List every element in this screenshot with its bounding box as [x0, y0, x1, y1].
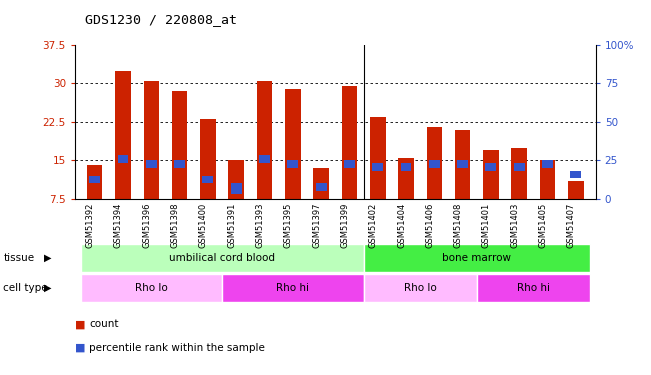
Bar: [230, 183, 242, 194]
Text: umbilical cord blood: umbilical cord blood: [169, 253, 275, 263]
Bar: [313, 168, 329, 199]
Text: GSM51400: GSM51400: [199, 202, 208, 248]
Bar: [316, 183, 327, 191]
Text: tissue: tissue: [3, 253, 35, 263]
Bar: [486, 163, 497, 171]
Text: GSM51399: GSM51399: [340, 202, 350, 248]
Text: percentile rank within the sample: percentile rank within the sample: [89, 343, 265, 353]
Bar: [512, 147, 527, 199]
Text: GSM51396: GSM51396: [143, 202, 151, 248]
Text: cell type: cell type: [3, 283, 48, 293]
Text: bone marrow: bone marrow: [442, 253, 511, 263]
Bar: [202, 176, 214, 183]
Bar: [426, 127, 442, 199]
Text: GDS1230 / 220808_at: GDS1230 / 220808_at: [85, 13, 236, 26]
Bar: [81, 274, 222, 302]
Bar: [287, 160, 298, 168]
Bar: [540, 160, 555, 199]
Text: GSM51391: GSM51391: [227, 202, 236, 248]
Text: Rho lo: Rho lo: [404, 283, 437, 293]
Bar: [342, 86, 357, 199]
Text: GSM51404: GSM51404: [397, 202, 406, 248]
Bar: [400, 163, 411, 171]
Bar: [370, 117, 385, 199]
Text: ■: ■: [75, 343, 85, 353]
Text: GSM51398: GSM51398: [171, 202, 180, 248]
Text: GSM51401: GSM51401: [482, 202, 491, 248]
Bar: [143, 81, 159, 199]
Text: ▶: ▶: [44, 283, 52, 293]
Text: count: count: [89, 320, 118, 329]
Bar: [259, 155, 270, 163]
Bar: [568, 181, 584, 199]
Bar: [81, 244, 363, 272]
Bar: [87, 165, 102, 199]
Text: GSM51397: GSM51397: [312, 202, 321, 248]
Bar: [363, 274, 477, 302]
Bar: [483, 150, 499, 199]
Bar: [200, 119, 215, 199]
Text: Rho hi: Rho hi: [276, 283, 309, 293]
Text: GSM51393: GSM51393: [255, 202, 264, 248]
Bar: [429, 160, 440, 168]
Bar: [146, 160, 157, 168]
Text: GSM51392: GSM51392: [86, 202, 94, 248]
Text: Rho hi: Rho hi: [517, 283, 550, 293]
Bar: [229, 160, 244, 199]
Text: GSM51395: GSM51395: [284, 202, 293, 248]
Bar: [256, 81, 272, 199]
Bar: [363, 244, 590, 272]
Text: GSM51394: GSM51394: [114, 202, 123, 248]
Bar: [285, 88, 301, 199]
Text: GSM51408: GSM51408: [454, 202, 463, 248]
Bar: [172, 91, 187, 199]
Text: GSM51402: GSM51402: [368, 202, 378, 248]
Bar: [115, 70, 131, 199]
Bar: [455, 130, 471, 199]
Text: GSM51406: GSM51406: [425, 202, 434, 248]
Text: ■: ■: [75, 320, 85, 329]
Text: ▶: ▶: [44, 253, 52, 263]
Bar: [477, 274, 590, 302]
Text: GSM51405: GSM51405: [538, 202, 547, 248]
Text: Rho lo: Rho lo: [135, 283, 168, 293]
Text: GSM51403: GSM51403: [510, 202, 519, 248]
Bar: [372, 163, 383, 171]
Bar: [344, 160, 355, 168]
Bar: [457, 160, 468, 168]
Bar: [398, 158, 414, 199]
Bar: [174, 160, 185, 168]
Bar: [118, 155, 128, 163]
Bar: [570, 171, 581, 178]
Bar: [542, 160, 553, 168]
Text: GSM51407: GSM51407: [567, 202, 576, 248]
Bar: [89, 176, 100, 183]
Bar: [514, 163, 525, 171]
Bar: [222, 274, 363, 302]
